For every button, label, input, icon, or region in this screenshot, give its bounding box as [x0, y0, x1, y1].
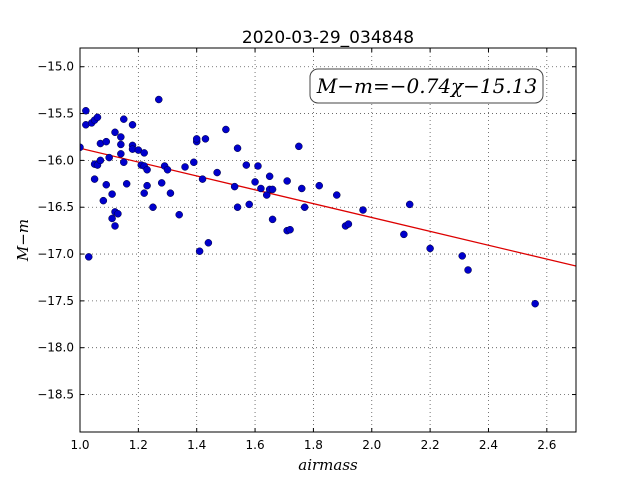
data-point: [140, 149, 148, 157]
chart-title: 2020-03-29_034848: [242, 28, 414, 48]
data-point: [192, 135, 201, 143]
data-point: [117, 140, 125, 149]
equation-frame: [309, 68, 544, 104]
x-tick-label: 1.6: [246, 438, 265, 452]
data-point: [93, 113, 102, 122]
data-point: [251, 178, 259, 186]
data-point: [155, 95, 163, 104]
data-point: [117, 133, 125, 141]
x-tick-label: 1.4: [187, 438, 206, 452]
axis-ticks: [79, 48, 576, 432]
data-point: [254, 162, 262, 170]
data-point: [105, 153, 113, 162]
data-point: [117, 150, 125, 158]
data-point: [426, 244, 434, 253]
data-point: [359, 206, 367, 214]
points-layer: [80, 95, 539, 308]
equation-text: M−m=−0.74χ−15.13: [316, 74, 537, 98]
data-point: [300, 203, 309, 211]
data-point: [531, 299, 539, 308]
data-point: [333, 191, 341, 199]
data-point: [120, 115, 128, 123]
data-point: [201, 135, 210, 143]
data-point: [190, 158, 198, 167]
data-point: [102, 137, 111, 146]
plot-frame: [79, 47, 577, 433]
data-point: [222, 125, 230, 134]
y-tick-label: −16.5: [37, 200, 74, 214]
data-point: [233, 203, 242, 211]
data-point: [181, 163, 189, 171]
x-tick-label: 2.6: [537, 438, 556, 452]
data-point: [157, 179, 166, 187]
data-point: [283, 177, 291, 185]
x-tick-labels: 1.0 1.2 1.4 1.6 1.8 2.0 2.2 2.4 2.6: [70, 438, 556, 452]
y-tick-label: −16.0: [37, 153, 74, 167]
data-point: [195, 247, 204, 255]
data-point: [128, 121, 137, 129]
y-tick-label: −15.0: [37, 60, 74, 74]
x-axis-label: airmass: [298, 456, 358, 474]
data-point: [111, 128, 119, 137]
y-tick-labels: −15.0 −15.5 −16.0 −16.5 −17.0 −17.5 −18.0 −18.5: [37, 60, 74, 402]
data-point: [464, 266, 472, 274]
data-point: [315, 181, 323, 190]
data-point: [140, 189, 148, 197]
data-point: [230, 182, 239, 191]
data-point: [90, 175, 99, 183]
data-point: [242, 161, 251, 169]
data-point: [175, 210, 183, 219]
data-point: [82, 107, 90, 115]
data-point: [114, 210, 122, 218]
data-point: [257, 184, 265, 193]
data-point: [265, 172, 274, 181]
y-tick-label: −17.0: [37, 247, 74, 261]
data-point: [143, 166, 151, 174]
y-tick-label: −15.5: [37, 107, 74, 121]
data-point: [405, 200, 414, 209]
data-point: [204, 239, 213, 247]
data-point: [213, 168, 221, 177]
equation-box: M−m=−0.74χ−15.13: [309, 68, 544, 104]
data-point: [166, 189, 175, 197]
data-point: [122, 180, 131, 188]
data-point: [102, 180, 111, 189]
x-tick-label: 2.0: [362, 438, 381, 452]
x-tick-label: 2.4: [479, 438, 498, 452]
data-point: [149, 203, 157, 211]
y-axis-label: M−m: [14, 219, 32, 262]
data-point: [344, 220, 353, 228]
data-point: [268, 185, 277, 194]
x-tick-label: 1.0: [70, 438, 89, 452]
data-point: [108, 214, 116, 223]
data-point: [297, 184, 306, 193]
data-point: [295, 142, 303, 151]
data-point: [400, 230, 408, 239]
y-tick-label: −17.5: [37, 294, 74, 308]
data-point: [458, 252, 466, 260]
data-point: [198, 175, 207, 183]
data-point: [245, 200, 253, 209]
y-tick-label: −18.5: [37, 388, 74, 402]
data-point: [80, 143, 84, 152]
data-point: [286, 225, 294, 234]
x-tick-label: 1.8: [304, 438, 323, 452]
data-point: [108, 190, 116, 198]
data-point: [96, 156, 105, 165]
data-point: [143, 181, 151, 190]
data-point: [99, 196, 108, 205]
data-point: [111, 222, 119, 230]
data-point: [120, 158, 128, 167]
data-point: [85, 253, 93, 261]
x-tick-label: 1.2: [129, 438, 148, 452]
data-point: [233, 144, 242, 152]
data-point: [163, 166, 172, 174]
data-point: [268, 215, 277, 224]
y-tick-label: −18.0: [37, 341, 74, 355]
x-tick-label: 2.2: [421, 438, 440, 452]
plot-background: [80, 48, 576, 432]
